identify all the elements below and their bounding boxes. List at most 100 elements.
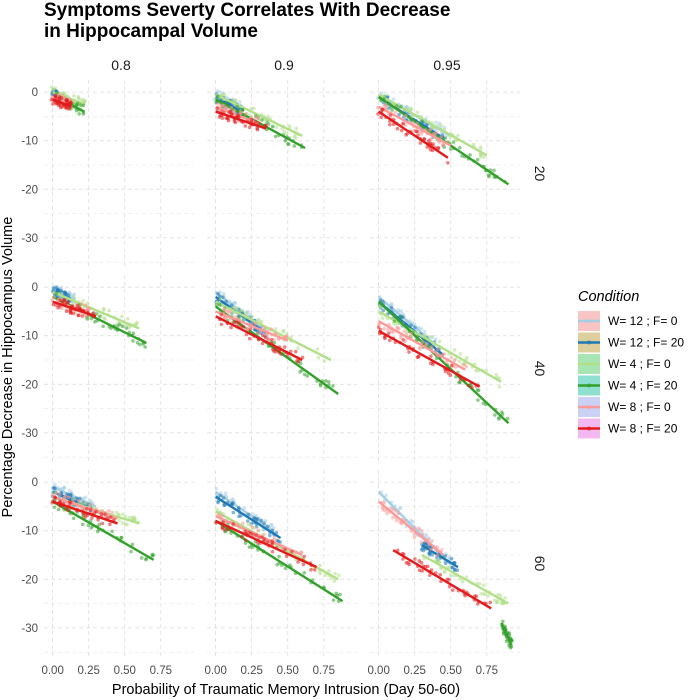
data-point — [243, 541, 248, 545]
data-point — [427, 551, 432, 555]
data-point — [215, 106, 220, 111]
data-point — [393, 322, 398, 327]
data-point — [229, 303, 234, 307]
data-point — [259, 518, 263, 523]
data-point — [255, 127, 260, 132]
data-point — [409, 331, 413, 336]
data-point — [100, 508, 105, 513]
data-point — [243, 124, 248, 128]
data-point — [67, 500, 72, 504]
data-point — [475, 602, 480, 606]
data-point — [77, 499, 81, 503]
data-point — [231, 98, 235, 102]
data-point — [55, 491, 59, 495]
data-point — [448, 147, 453, 151]
legend-label: W= 4 ; F= 0 — [608, 357, 671, 371]
data-point — [302, 372, 307, 377]
data-point — [237, 100, 242, 104]
data-point — [405, 131, 410, 136]
data-point — [395, 326, 399, 330]
data-point — [83, 303, 88, 307]
data-point — [429, 568, 434, 572]
data-point — [101, 324, 105, 329]
data-point — [429, 547, 433, 551]
series-W= 8 ; F= 20 — [214, 519, 318, 572]
data-point — [58, 298, 62, 303]
data-point — [254, 533, 258, 538]
data-point — [83, 495, 88, 500]
data-point — [451, 588, 455, 592]
y-tick-label: -20 — [21, 184, 38, 196]
legend-key-point — [587, 383, 591, 388]
data-point — [264, 124, 268, 128]
data-point — [443, 561, 448, 566]
data-point — [478, 155, 483, 159]
data-point — [80, 522, 85, 527]
data-point — [214, 303, 219, 307]
data-point — [71, 294, 76, 298]
data-point — [323, 573, 328, 577]
data-point — [496, 592, 500, 597]
data-point — [249, 321, 254, 326]
data-point — [420, 340, 425, 344]
data-point — [422, 329, 427, 334]
data-point — [278, 540, 282, 544]
data-point — [396, 511, 401, 515]
series-W= 8 ; F= 20 — [392, 548, 493, 610]
data-point — [419, 327, 424, 331]
data-point — [466, 383, 471, 388]
data-point — [240, 308, 245, 313]
data-point — [248, 327, 253, 331]
data-point — [476, 398, 480, 402]
data-point — [334, 591, 339, 596]
data-point — [256, 331, 260, 335]
y-tick-label: -10 — [21, 331, 38, 343]
data-point — [424, 533, 429, 537]
data-point — [428, 128, 432, 132]
x-tick-label: 0.00 — [367, 665, 389, 677]
data-point — [449, 363, 454, 368]
data-point — [278, 352, 283, 356]
data-point — [415, 110, 420, 115]
facet-panels — [44, 80, 520, 657]
legend-key-point — [587, 340, 591, 345]
data-point — [125, 317, 130, 321]
panel-grid — [370, 80, 520, 267]
data-point — [250, 314, 254, 319]
data-point — [57, 96, 61, 101]
series-W= 4 ; F= 20 — [500, 619, 514, 650]
data-point — [292, 144, 297, 148]
data-point — [130, 542, 135, 547]
data-point — [447, 565, 452, 570]
data-point — [420, 119, 424, 123]
data-point — [215, 89, 220, 93]
data-point — [384, 493, 388, 498]
legend-label: W= 12 ; F= 0 — [608, 314, 678, 328]
data-point — [416, 526, 421, 531]
data-point — [387, 338, 392, 343]
data-point — [216, 292, 220, 296]
data-point — [419, 540, 424, 544]
chart-title: Symptoms Severty Correlates With Decreas… — [44, 0, 450, 42]
data-point — [315, 347, 320, 351]
data-point — [326, 380, 331, 384]
trend-line — [215, 495, 282, 540]
data-point — [123, 514, 128, 519]
data-point — [460, 579, 465, 584]
series-W= 4 ; F= 0 — [52, 290, 140, 330]
legend-label: W= 8 ; F= 20 — [608, 422, 678, 436]
data-point — [486, 173, 491, 177]
data-point — [268, 523, 273, 528]
data-point — [51, 87, 55, 91]
data-point — [426, 537, 431, 542]
data-point — [266, 337, 270, 341]
data-point — [68, 100, 73, 104]
data-point — [433, 337, 438, 341]
legend-title: Condition — [578, 289, 639, 305]
data-point — [216, 101, 220, 106]
data-point — [97, 522, 102, 527]
data-point — [90, 516, 94, 520]
trend-line — [215, 110, 267, 130]
series-W= 8 ; F= 20 — [215, 312, 305, 364]
data-point — [81, 299, 85, 303]
